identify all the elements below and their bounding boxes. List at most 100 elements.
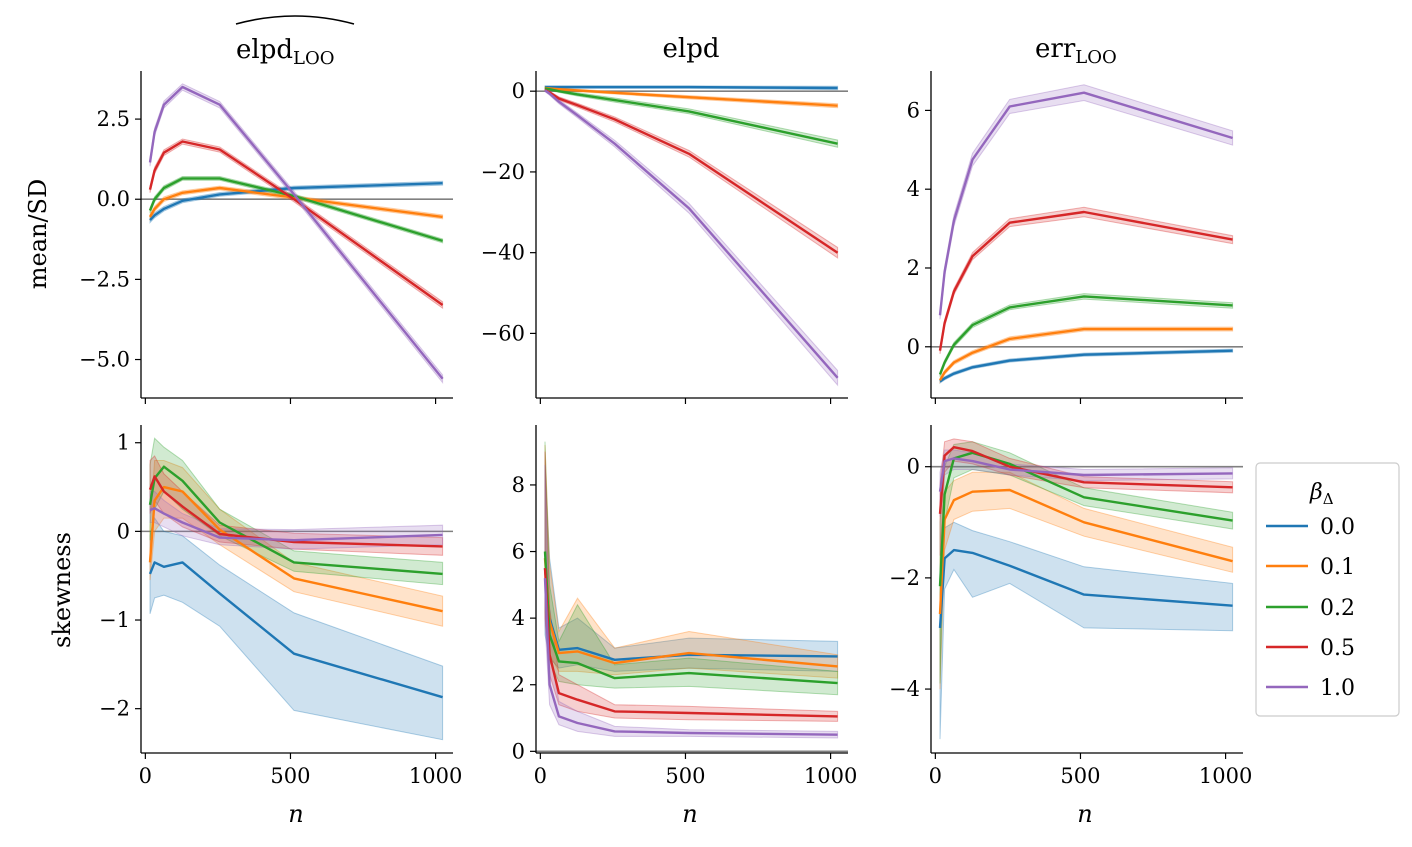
- y-tick-label: 6: [512, 540, 525, 564]
- plot-area: [938, 84, 1234, 385]
- title-sub: LOO: [1075, 47, 1116, 68]
- band-beta-0.5: [939, 206, 1234, 354]
- y-tick-label: −20: [481, 160, 525, 184]
- legend-entry: 0.0: [1266, 515, 1355, 540]
- title-sub: LOO: [293, 48, 334, 69]
- line-beta-0.5: [938, 210, 1233, 351]
- y-tick-label: 4: [512, 606, 525, 630]
- band-beta-0.1: [939, 326, 1234, 385]
- y-tick-label: 2: [512, 673, 525, 697]
- y-tick-label: −2: [889, 566, 920, 590]
- x-tick-label: 1000: [1199, 764, 1252, 788]
- line-beta-0.2: [544, 87, 838, 145]
- ylabel-skewness: skewness: [48, 532, 76, 648]
- band-beta-0.2: [939, 441, 1234, 684]
- plot-area: [543, 441, 839, 739]
- legend-label: 0.1: [1320, 555, 1355, 580]
- band-beta-0.5: [149, 138, 444, 310]
- line-beta-0.0: [938, 548, 1233, 628]
- xlabel-n-1: n: [288, 800, 303, 828]
- line-beta-0.1: [148, 485, 443, 613]
- plot-area: [148, 83, 444, 385]
- panel-elpd-loo-mean-sd: 2.5 0.0 −2.5 −5.0: [79, 71, 453, 404]
- legend-label: 0.5: [1320, 636, 1355, 661]
- plot-area: [148, 437, 444, 741]
- title-main: err: [1035, 34, 1076, 64]
- y-tick-label: −40: [481, 241, 525, 265]
- band-beta-1.0: [149, 83, 444, 385]
- x-tick-label: 500: [270, 764, 310, 788]
- x-tick-label: 500: [1060, 764, 1100, 788]
- panel-elpd-loo-skewness: 1 0 −1 −2 0 500 1000: [99, 425, 462, 788]
- plot-area: [938, 438, 1234, 740]
- line-beta-0.2: [938, 295, 1233, 375]
- band-beta-0.5: [544, 451, 839, 722]
- line-beta-0.5: [543, 568, 838, 718]
- y-tick-label: −5.0: [79, 348, 130, 372]
- panel-elpd-mean-sd: 0 −20 −40 −60: [481, 71, 848, 404]
- line-beta-0.1: [938, 327, 1233, 381]
- legend: βΔ 0.0 0.1 0.2 0.5 1.0: [1255, 462, 1400, 717]
- panel-err-loo-skewness: 0 −2 −4 0 500 1000: [889, 425, 1252, 788]
- xlabel-n-3: n: [1077, 800, 1092, 828]
- y-tick-label: −2: [99, 697, 130, 721]
- y-tick-label: 4: [907, 177, 920, 201]
- band-beta-0.0: [149, 180, 444, 224]
- title-elpd-loo-hat: elpdLOO: [235, 15, 355, 69]
- line-beta-0.1: [148, 186, 443, 219]
- y-tick-label: 0: [512, 79, 525, 103]
- legend-label: 1.0: [1320, 676, 1355, 701]
- legend-label: 0.0: [1320, 515, 1355, 540]
- y-tick-label: −1: [99, 608, 130, 632]
- line-beta-0.1: [938, 488, 1233, 615]
- svg-text:elpdLOO: elpdLOO: [236, 35, 334, 69]
- title-main: elpd: [236, 35, 293, 65]
- band-beta-0.0: [939, 521, 1234, 740]
- line-beta-0.0: [939, 349, 1233, 383]
- y-tick-label: 2.5: [97, 107, 130, 131]
- x-tick-label: 0: [929, 764, 942, 788]
- x-tick-label: 0: [139, 764, 152, 788]
- line-beta-1.0: [543, 578, 838, 736]
- band-beta-1.0: [544, 464, 839, 739]
- y-tick-label: −2.5: [79, 267, 130, 291]
- line-beta-1.0: [544, 89, 839, 379]
- x-tick-label: 0: [534, 764, 547, 788]
- xlabel-n-2: n: [682, 800, 697, 828]
- x-tick-label: 500: [665, 764, 705, 788]
- y-tick-label: 0: [512, 739, 525, 763]
- y-tick-label: −60: [481, 321, 525, 345]
- band-beta-0.2: [149, 176, 444, 244]
- y-tick-label: 0: [117, 519, 130, 543]
- y-tick-label: 6: [907, 98, 920, 122]
- line-beta-0.0: [148, 561, 443, 699]
- line-beta-0.0: [545, 85, 838, 90]
- line-beta-1.0: [149, 507, 443, 542]
- legend-label: 0.2: [1320, 596, 1355, 621]
- title-elpd: elpd: [663, 34, 720, 64]
- x-tick-label: 1000: [804, 764, 857, 788]
- y-tick-label: 0.0: [97, 187, 130, 211]
- y-tick-label: 0: [907, 455, 920, 479]
- y-tick-label: −4: [889, 677, 920, 701]
- y-tick-label: 8: [512, 473, 525, 497]
- legend-entry: 1.0: [1266, 676, 1355, 701]
- line-beta-0.5: [148, 475, 443, 548]
- band-beta-1.0: [544, 88, 839, 387]
- legend-title: βΔ: [1309, 480, 1334, 508]
- x-tick-label: 1000: [409, 764, 462, 788]
- line-beta-1.0: [938, 91, 1233, 316]
- band-beta-0.0: [149, 516, 444, 741]
- band-beta-0.1: [149, 460, 444, 627]
- plot-area: [544, 85, 839, 387]
- ylabel-mean-sd: mean/SD: [24, 179, 52, 290]
- legend-entry: 0.1: [1266, 555, 1355, 580]
- panel-elpd-skewness: 8 6 4 2 00 500 1000: [512, 425, 857, 788]
- y-tick-label: 2: [907, 256, 920, 280]
- line-beta-0.5: [938, 446, 1233, 514]
- legend-entry: 0.2: [1266, 596, 1355, 621]
- line-beta-0.5: [148, 140, 444, 306]
- line-beta-0.2: [938, 451, 1233, 587]
- band-beta-0.1: [149, 185, 444, 222]
- panel-err-loo-mean-sd: 6 4 2 0: [907, 71, 1243, 404]
